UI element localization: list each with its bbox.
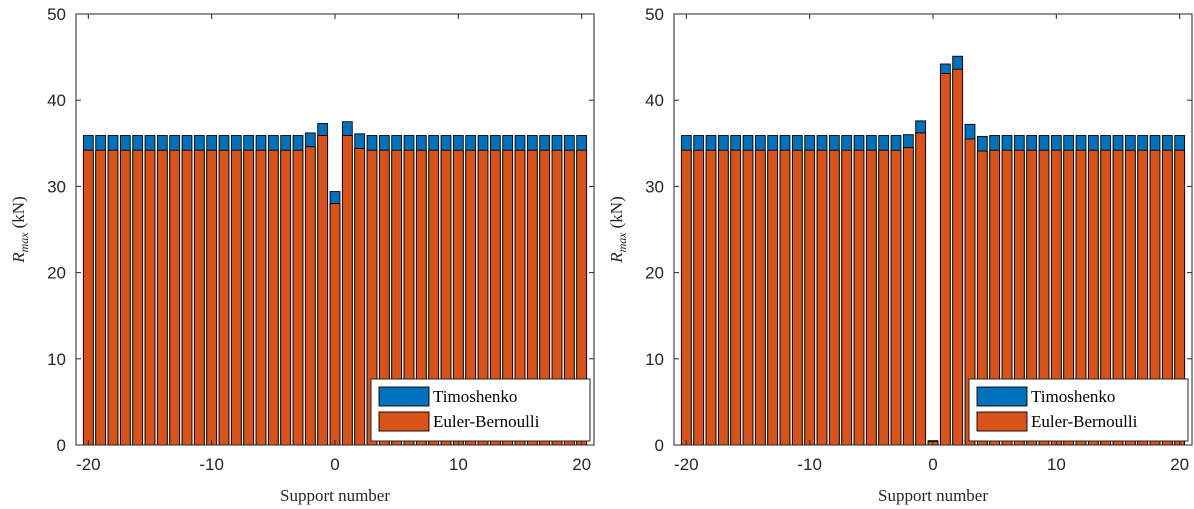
x-tick-label: 10 bbox=[1047, 455, 1066, 474]
y-tick-label: 40 bbox=[47, 91, 66, 110]
legend: Timoshenko Euler-Bernoulli bbox=[370, 378, 591, 442]
legend-swatch bbox=[378, 411, 430, 432]
x-tick-label: 20 bbox=[1170, 455, 1189, 474]
bar bbox=[354, 148, 366, 446]
bar bbox=[107, 149, 119, 446]
y-tick-label: 30 bbox=[47, 177, 66, 196]
y-tick-label: 30 bbox=[645, 177, 664, 196]
y-axis-title: Rmax (kN) bbox=[9, 196, 31, 264]
x-tick-label: -10 bbox=[199, 455, 224, 474]
x-tick-label: -10 bbox=[797, 455, 822, 474]
bar bbox=[119, 149, 131, 446]
y-axis-subscript: max bbox=[17, 232, 31, 253]
bar bbox=[218, 149, 230, 446]
bar bbox=[193, 149, 205, 446]
x-tick-label: 0 bbox=[330, 455, 339, 474]
bar bbox=[742, 149, 754, 446]
bar bbox=[317, 135, 329, 446]
y-tick-label: 0 bbox=[57, 436, 66, 455]
legend-swatch bbox=[976, 386, 1028, 407]
x-tick-label: 0 bbox=[928, 455, 937, 474]
y-tick-label: 40 bbox=[645, 91, 664, 110]
y-tick-label: 0 bbox=[655, 436, 664, 455]
bar bbox=[828, 149, 840, 446]
series-euler-bernoulli bbox=[680, 68, 1186, 446]
bar bbox=[292, 149, 304, 446]
bar bbox=[680, 149, 692, 446]
y-axis-symbol: R bbox=[607, 252, 626, 264]
bar bbox=[804, 149, 816, 446]
bar bbox=[144, 149, 156, 446]
x-tick-label: 10 bbox=[449, 455, 468, 474]
x-axis-title: Support number bbox=[878, 486, 988, 505]
bar bbox=[304, 146, 316, 446]
y-tick-label: 10 bbox=[645, 350, 664, 369]
bar bbox=[779, 149, 791, 446]
y-axis-unit: (kN) bbox=[607, 196, 626, 228]
bar bbox=[754, 149, 766, 446]
y-tick-label: 50 bbox=[645, 5, 664, 24]
bar bbox=[267, 149, 279, 446]
bar bbox=[816, 149, 828, 446]
bar bbox=[255, 149, 267, 446]
bar bbox=[841, 149, 853, 446]
y-axis-subscript: max bbox=[615, 232, 629, 253]
chart-panel-1: 0 10 20 30 40 50 -20 -10 0 10 20 Support number Rmax… bbox=[9, 5, 595, 505]
bar bbox=[730, 149, 742, 446]
bar bbox=[878, 149, 890, 446]
bar bbox=[243, 149, 255, 446]
y-tick-label: 50 bbox=[47, 5, 66, 24]
legend: Timoshenko Euler-Bernoulli bbox=[968, 378, 1189, 442]
legend-label: Euler-Bernoulli bbox=[1031, 412, 1138, 431]
bar bbox=[132, 149, 144, 446]
x-tick-label: -20 bbox=[674, 455, 699, 474]
bar bbox=[717, 149, 729, 446]
bar bbox=[280, 149, 292, 446]
bar bbox=[791, 149, 803, 446]
legend-label: Euler-Bernoulli bbox=[433, 412, 540, 431]
x-tick-label: 20 bbox=[572, 455, 591, 474]
bar bbox=[767, 149, 779, 446]
x-tick-label: -20 bbox=[76, 455, 101, 474]
bar bbox=[902, 147, 914, 446]
bar bbox=[853, 149, 865, 446]
legend-label: Timoshenko bbox=[1031, 387, 1115, 406]
chart-panel-2: 0 10 20 30 40 50 -20 -10 0 10 20 Support number Rmax… bbox=[607, 5, 1193, 505]
bar bbox=[693, 149, 705, 446]
bar bbox=[169, 149, 181, 446]
bar bbox=[865, 149, 877, 446]
y-axis-title: Rmax (kN) bbox=[607, 196, 629, 264]
y-axis-unit: (kN) bbox=[9, 196, 28, 228]
y-tick-label: 10 bbox=[47, 350, 66, 369]
bar bbox=[206, 149, 218, 446]
legend-swatch bbox=[976, 411, 1028, 432]
bar bbox=[230, 149, 242, 446]
bar bbox=[341, 135, 353, 446]
bar bbox=[890, 149, 902, 446]
legend-swatch bbox=[378, 386, 430, 407]
bar bbox=[181, 149, 193, 446]
bar bbox=[952, 68, 964, 446]
bar bbox=[915, 132, 927, 446]
bar bbox=[939, 73, 951, 446]
bar bbox=[329, 203, 341, 446]
bar bbox=[705, 149, 717, 446]
y-axis-symbol: R bbox=[9, 252, 28, 264]
bar bbox=[82, 149, 94, 446]
bar bbox=[156, 149, 168, 446]
legend-label: Timoshenko bbox=[433, 387, 517, 406]
y-tick-label: 20 bbox=[47, 264, 66, 283]
bar bbox=[95, 149, 107, 446]
y-tick-label: 20 bbox=[645, 264, 664, 283]
x-axis-title: Support number bbox=[280, 486, 390, 505]
